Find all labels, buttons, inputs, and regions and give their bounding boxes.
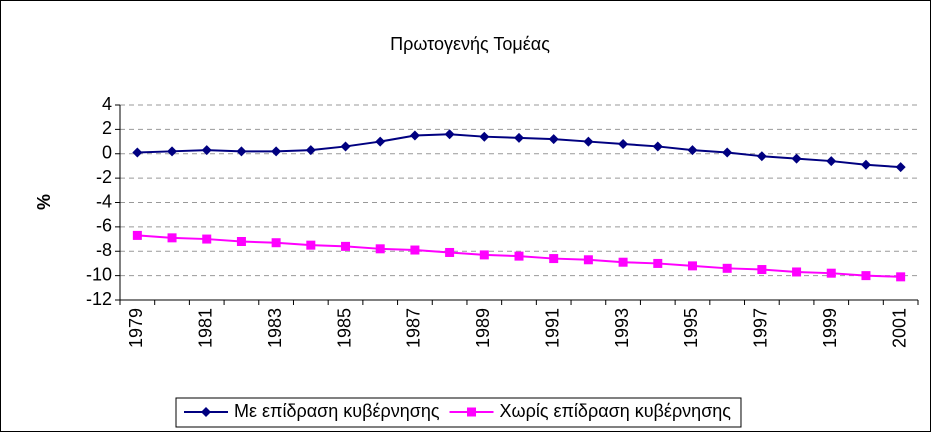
y-tick-label: 2 (102, 118, 112, 138)
data-point (132, 230, 142, 240)
data-point (341, 241, 351, 251)
data-point (549, 254, 559, 264)
y-tick-label: -2 (96, 167, 112, 187)
y-tick-label: -4 (96, 191, 112, 211)
data-point (479, 131, 490, 142)
legend-label: Με επίδραση κυβέρνησης (234, 401, 440, 421)
x-tick-label: 1989 (473, 308, 493, 348)
data-point (896, 272, 906, 282)
data-point (340, 141, 351, 152)
data-point (201, 145, 212, 156)
data-point (653, 258, 663, 268)
data-point (236, 146, 247, 157)
data-point (792, 267, 802, 277)
data-point (132, 147, 143, 158)
data-point (409, 130, 420, 141)
data-point (306, 240, 316, 250)
x-tick-label: 1991 (542, 308, 562, 348)
y-tick-label: 0 (102, 143, 112, 163)
data-point (687, 145, 698, 156)
x-tick-label: 1987 (404, 308, 424, 348)
y-tick-label: 4 (102, 94, 112, 114)
y-tick-label: -12 (86, 289, 112, 309)
data-point (548, 134, 559, 145)
x-tick-label: 1983 (265, 308, 285, 348)
x-tick-label: 1979 (126, 308, 146, 348)
x-tick-label: 1999 (820, 308, 840, 348)
data-point (652, 141, 663, 152)
data-point (236, 237, 246, 246)
data-point (861, 271, 871, 281)
data-point (791, 153, 802, 164)
data-point (583, 255, 593, 265)
data-point (514, 132, 524, 143)
x-tick-label: 1981 (195, 308, 215, 348)
x-tick-label: 1997 (751, 308, 771, 348)
data-point (618, 257, 628, 267)
x-tick-label: 2001 (889, 308, 909, 348)
data-point (583, 136, 594, 147)
data-point (167, 233, 177, 243)
data-point (860, 159, 871, 170)
data-point (722, 147, 733, 158)
data-point (826, 268, 836, 278)
data-point (757, 265, 767, 275)
data-point (305, 145, 316, 156)
y-tick-label: -6 (96, 216, 112, 236)
data-point (445, 247, 455, 257)
x-tick-label: 1995 (681, 308, 701, 348)
x-tick-label: 1993 (612, 308, 632, 348)
legend-marker (201, 407, 211, 417)
data-point (375, 244, 385, 254)
data-point (756, 151, 767, 162)
x-tick-label: 1985 (334, 308, 354, 348)
data-point (202, 234, 212, 244)
y-axis-label: % (34, 194, 54, 210)
data-point (514, 251, 524, 261)
data-point (271, 146, 282, 157)
legend-label: Χωρίς επίδραση κυβέρνησης (500, 401, 732, 421)
y-tick-label: -10 (86, 264, 112, 284)
data-point (410, 245, 420, 255)
data-point (167, 146, 178, 157)
data-point (687, 261, 697, 271)
data-point (722, 263, 732, 273)
legend: Με επίδραση κυβέρνησης Χωρίς επίδραση κυβ… (175, 397, 742, 428)
data-point (826, 156, 837, 167)
y-tick-label: -8 (96, 240, 112, 260)
data-point (895, 162, 906, 173)
data-point (444, 129, 455, 140)
data-point (479, 250, 489, 260)
data-point (375, 136, 386, 147)
chart-title: Πρωτογενής Τομέας (390, 34, 550, 54)
legend-marker (467, 407, 477, 417)
data-point (618, 139, 629, 149)
data-point (271, 238, 281, 248)
